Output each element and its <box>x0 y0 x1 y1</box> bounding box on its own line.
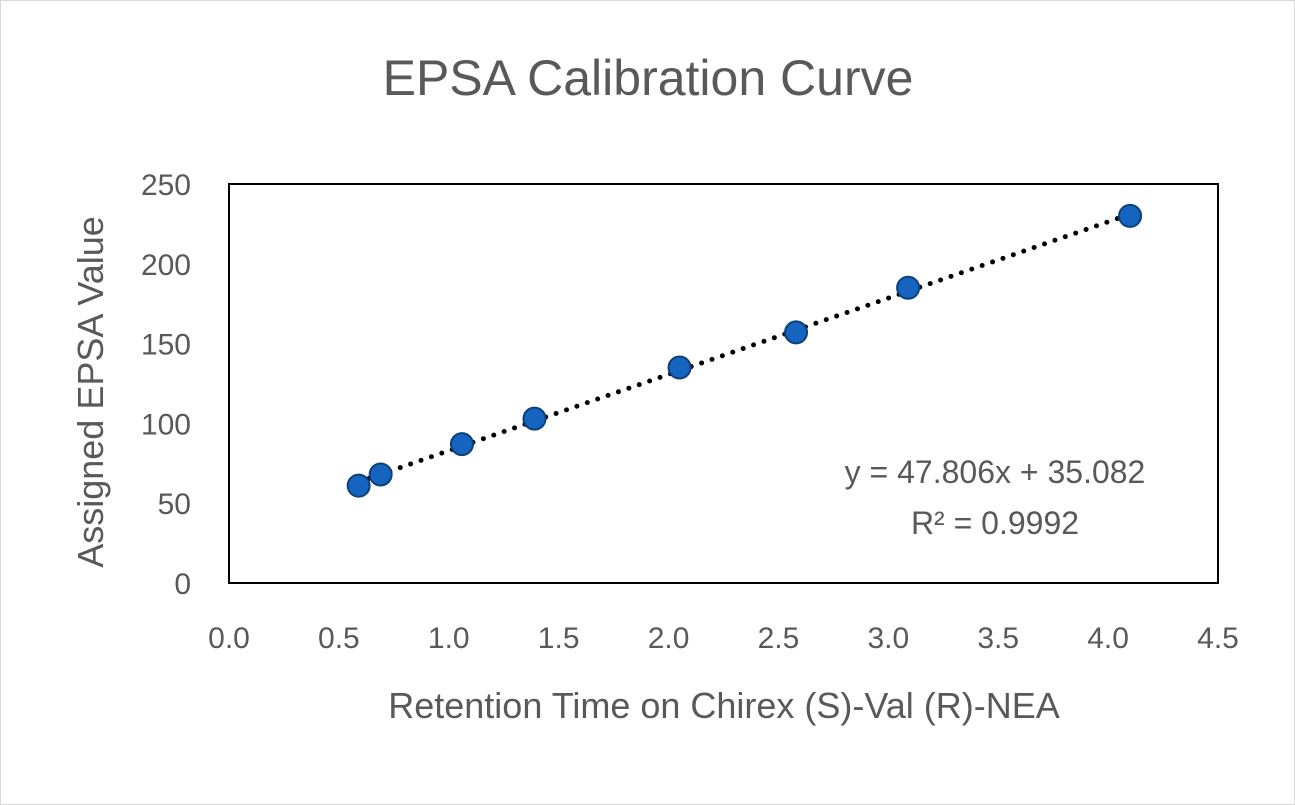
y-tick-label: 200 <box>141 249 191 282</box>
data-point <box>368 462 393 487</box>
data-point <box>667 355 692 380</box>
x-tick-label: 0.5 <box>318 622 360 655</box>
linear-trendline <box>356 211 1133 485</box>
x-tick-label: 0.0 <box>208 622 250 655</box>
y-tick-label: 150 <box>141 329 191 362</box>
data-point <box>1118 203 1143 228</box>
data-point <box>784 320 809 345</box>
x-tick-label: 2.5 <box>758 622 800 655</box>
y-axis-title: Assigned EPSA Value <box>70 216 111 568</box>
chart-title: EPSA Calibration Curve <box>383 50 914 106</box>
y-tick-label: 100 <box>141 408 191 441</box>
y-tick-label: 50 <box>158 488 191 521</box>
x-axis-tick-labels: 0.0 0.5 1.0 1.5 2.0 2.5 3.0 3.5 4.0 4.5 <box>208 622 1239 655</box>
y-axis-tick-labels: 0 50 100 150 200 250 <box>141 169 191 601</box>
trendline-r-squared: R² = 0.9992 <box>911 505 1079 541</box>
data-point <box>896 275 921 300</box>
trendline-equation: y = 47.806x + 35.082 <box>845 454 1146 490</box>
x-tick-label: 1.0 <box>428 622 470 655</box>
data-point <box>449 432 474 457</box>
data-points <box>346 203 1143 498</box>
y-tick-label: 250 <box>141 169 191 202</box>
x-tick-label: 1.5 <box>538 622 580 655</box>
x-tick-label: 4.5 <box>1197 622 1239 655</box>
x-tick-label: 4.0 <box>1087 622 1129 655</box>
plot-area-border <box>228 183 1219 584</box>
y-tick-label: 0 <box>174 568 191 601</box>
x-axis-title: Retention Time on Chirex (S)-Val (R)-NEA <box>388 685 1060 726</box>
x-tick-label: 3.0 <box>867 622 909 655</box>
data-point <box>522 406 547 431</box>
x-tick-label: 3.5 <box>977 622 1019 655</box>
x-tick-label: 2.0 <box>648 622 690 655</box>
plot-area <box>228 183 1219 584</box>
data-point <box>346 473 371 498</box>
